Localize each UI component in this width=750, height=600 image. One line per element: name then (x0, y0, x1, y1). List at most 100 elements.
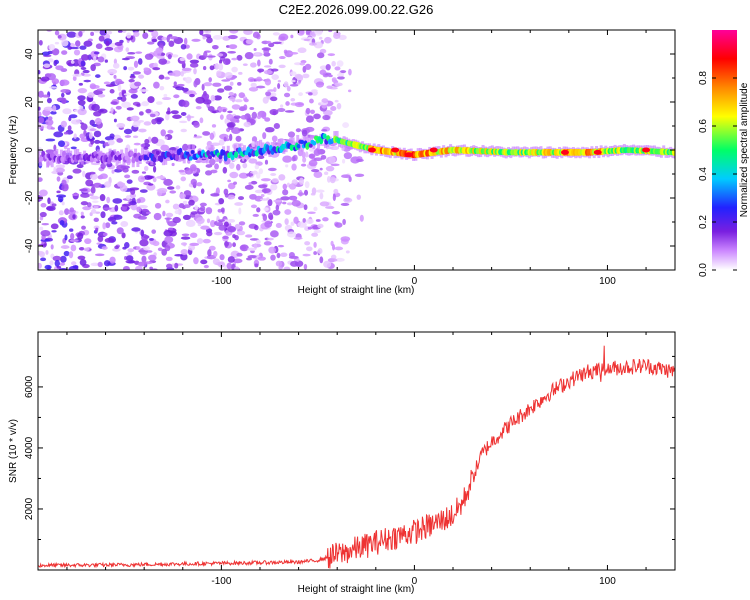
ridge-halo (205, 155, 209, 164)
ridge-halo (261, 142, 265, 150)
noise-speckle (152, 67, 161, 71)
noise-speckle (55, 164, 66, 169)
noise-speckle (316, 189, 325, 193)
noise-speckle (273, 123, 280, 129)
noise-speckle (216, 53, 224, 57)
noise-speckle (319, 48, 327, 54)
noise-speckle (237, 82, 242, 86)
noise-speckle (53, 60, 58, 67)
ridge-halo (254, 141, 258, 151)
noise-speckle (212, 45, 219, 50)
noise-speckle (181, 233, 190, 237)
noise-speckle (218, 224, 227, 231)
noise-speckle (260, 198, 270, 201)
noise-speckle (233, 115, 241, 119)
noise-speckle (161, 36, 167, 41)
noise-speckle (99, 173, 108, 180)
ridge-cell (322, 133, 327, 139)
noise-speckle (169, 190, 177, 194)
noise-speckle (171, 54, 179, 58)
noise-speckle (103, 260, 111, 267)
noise-speckle (277, 82, 281, 90)
noise-speckle (83, 40, 93, 47)
ridge-cell (174, 153, 179, 162)
noise-speckle (110, 101, 118, 105)
noise-speckle (117, 96, 123, 100)
x-tick-label: -100 (211, 276, 231, 287)
noise-speckle (196, 238, 204, 244)
noise-speckle (102, 207, 112, 210)
noise-speckle (321, 98, 329, 104)
noise-speckle (236, 230, 246, 236)
noise-speckle (173, 94, 180, 99)
noise-speckle (129, 200, 137, 206)
noise-speckle (45, 138, 56, 142)
noise-speckle (333, 188, 339, 194)
noise-speckle (306, 246, 313, 252)
figure-title: C2E2.2026.099.00.22.G26 (279, 2, 434, 17)
noise-speckle (305, 107, 311, 115)
noise-speckle (193, 80, 198, 88)
noise-speckle (61, 39, 69, 47)
ridge-halo (317, 138, 321, 150)
noise-speckle (129, 193, 137, 199)
noise-speckle (93, 139, 101, 144)
noise-speckle (138, 119, 145, 123)
noise-speckle (321, 129, 328, 132)
noise-speckle (310, 109, 315, 115)
noise-speckle (52, 255, 62, 262)
noise-speckle (114, 41, 123, 46)
noise-speckle (80, 201, 89, 206)
noise-speckle (293, 216, 299, 224)
noise-speckle (172, 216, 181, 224)
noise-speckle (70, 146, 77, 150)
noise-speckle (348, 176, 352, 183)
noise-speckle (98, 35, 105, 42)
noise-speckle (84, 238, 92, 245)
noise-speckle (256, 114, 262, 120)
snr-marks (38, 345, 675, 569)
noise-speckle (272, 32, 280, 36)
noise-speckle (313, 148, 321, 157)
noise-speckle (51, 203, 57, 207)
noise-speckle (229, 81, 234, 86)
noise-speckle (215, 187, 220, 195)
noise-speckle (247, 255, 257, 259)
noise-speckle (313, 251, 317, 255)
noise-speckle (67, 125, 72, 132)
noise-speckle (212, 110, 217, 114)
noise-speckle (299, 62, 306, 66)
noise-speckle (229, 30, 239, 34)
noise-speckle (253, 47, 257, 51)
noise-speckle (231, 66, 238, 73)
noise-speckle (139, 239, 149, 247)
noise-speckle (330, 163, 340, 167)
ridge-halo (182, 155, 186, 164)
noise-speckle (130, 94, 138, 99)
noise-speckle (347, 89, 352, 93)
noise-speckle (58, 262, 66, 266)
noise-speckle (212, 35, 223, 40)
noise-speckle (257, 59, 261, 67)
noise-speckle (277, 79, 281, 83)
noise-speckle (268, 246, 276, 254)
noise-speckle (72, 75, 77, 81)
noise-speckle (147, 96, 155, 104)
noise-speckle (153, 62, 159, 69)
noise-speckle (102, 222, 106, 230)
noise-speckle (334, 82, 343, 87)
noise-speckle (208, 245, 216, 251)
noise-speckle (89, 173, 98, 180)
noise-speckle (189, 59, 200, 64)
noise-speckle (126, 107, 134, 111)
noise-speckle (288, 183, 297, 190)
noise-speckle (242, 63, 248, 66)
noise-speckle (121, 101, 131, 108)
ridge-cell (155, 150, 160, 156)
noise-speckle (55, 65, 64, 71)
noise-speckle (171, 162, 175, 167)
noise-speckle (72, 73, 83, 77)
noise-speckle (324, 36, 332, 44)
noise-speckle (252, 170, 258, 175)
noise-speckle (277, 244, 285, 248)
